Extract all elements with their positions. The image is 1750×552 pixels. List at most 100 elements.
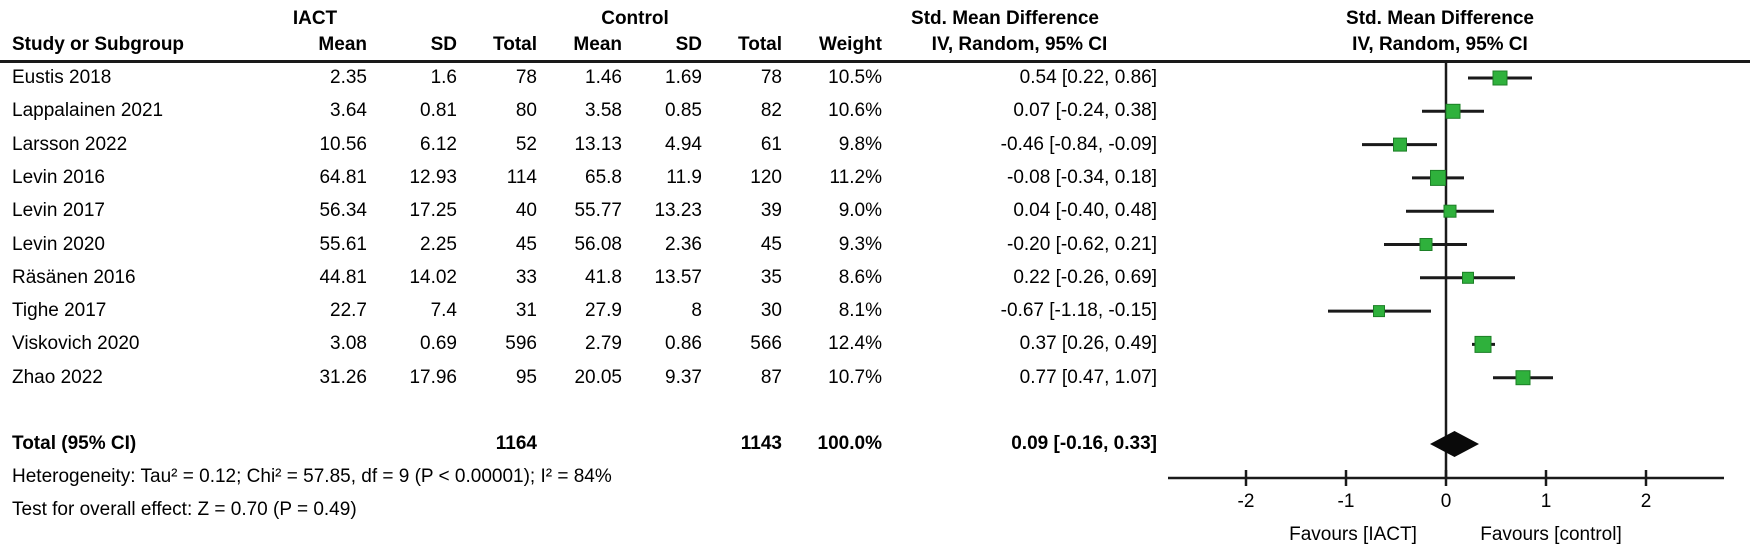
control-total: 35 (760, 266, 782, 288)
iact-total: 114 (506, 166, 537, 188)
smd-column-title: Std. Mean Difference (911, 8, 1099, 29)
iact-total: 80 (515, 100, 537, 122)
effect-square (1445, 103, 1461, 119)
control-sd: 8 (691, 300, 702, 322)
weight: 8.6% (838, 266, 882, 288)
iact-sd: 17.25 (409, 200, 457, 222)
iact-mean: 22.7 (330, 300, 367, 322)
weight: 12.4% (828, 333, 882, 355)
smd-ci-text: -0.67 [-1.18, -0.15] (1000, 300, 1157, 322)
total-diamond (1430, 431, 1479, 457)
study-name: Lappalainen 2021 (12, 100, 164, 122)
control-sd: 0.85 (665, 100, 702, 122)
control-mean: 41.8 (585, 266, 622, 288)
axis-tick-label: -2 (1238, 491, 1255, 512)
smd-ci-text: 0.37 [0.26, 0.49] (1019, 333, 1157, 355)
effect-square (1462, 271, 1474, 284)
weight: 11.2% (829, 166, 882, 188)
overall-effect-test: Test for overall effect: Z = 0.70 (P = 0… (12, 499, 357, 520)
plot-column-title: Std. Mean Difference (1346, 8, 1534, 29)
weight: 10.5% (828, 67, 882, 88)
iact-mean: 64.81 (319, 166, 367, 188)
iact-total: 52 (515, 133, 537, 155)
total-label: Total (95% CI) (12, 433, 137, 454)
smd-ci-text: 0.54 [0.22, 0.86] (1019, 67, 1157, 88)
study-row: Räsänen 2016 44.81 14.02 33 41.8 13.57 35 8.6% 0… (0, 267, 1157, 289)
control-sd: 11.9 (666, 166, 702, 188)
total-control-n: 1143 (740, 433, 782, 454)
weight: 10.6% (828, 100, 882, 122)
effect-square (1492, 70, 1508, 86)
header-rule (0, 60, 1750, 63)
iact-sd: 17.96 (409, 366, 457, 388)
favours-right-label: Favours [control] (1480, 524, 1622, 545)
smd-ci-text: -0.08 [-0.34, 0.18] (1007, 166, 1157, 188)
weight: 9.3% (838, 233, 882, 255)
smd-ci-text: 0.22 [-0.26, 0.69] (1013, 266, 1157, 288)
control-mean: 1.46 (585, 67, 622, 88)
iact-total: 78 (515, 67, 537, 88)
control-mean: 13.13 (574, 133, 622, 155)
control-sd: 4.94 (665, 133, 702, 155)
iact-mean: 3.64 (330, 100, 367, 122)
header-control-total: Total (738, 34, 782, 55)
weight: 10.7% (828, 366, 882, 388)
axis-tick-label: 1 (1541, 491, 1552, 512)
study-row: Larsson 2022 10.56 6.12 52 13.13 4.94 61 9.8% -0… (0, 134, 1157, 156)
header-control-sd: SD (675, 34, 702, 55)
study-row: Levin 2016 64.81 12.93 114 65.8 11.9 120 11.2% -… (0, 167, 1157, 189)
total-weight: 100.0% (817, 433, 882, 454)
group-header-iact: IACT (292, 8, 338, 29)
iact-total: 45 (515, 233, 537, 255)
total-row: Total (95% CI) 1164 1143 100.0% 0.09 [-0… (0, 433, 1157, 455)
control-mean: 65.8 (585, 166, 622, 188)
header-iact-total: Total (493, 34, 537, 55)
column-header-row: Study or Subgroup Mean SD Total Mean SD … (0, 34, 1157, 56)
smd-ci-text: -0.46 [-0.84, -0.09] (1000, 133, 1157, 155)
favours-left-label: Favours [IACT] (1289, 524, 1417, 545)
effect-square (1393, 137, 1407, 152)
study-name: Tighe 2017 (12, 300, 107, 322)
axis-tick-label: -1 (1338, 491, 1355, 512)
axis-tick-label: 0 (1441, 491, 1452, 512)
iact-sd: 0.69 (420, 333, 457, 355)
study-row: Levin 2020 55.61 2.25 45 56.08 2.36 45 9.3% -0.2… (0, 234, 1157, 256)
control-mean: 20.05 (574, 366, 622, 388)
study-name: Viskovich 2020 (12, 333, 140, 355)
iact-sd: 2.25 (420, 233, 457, 255)
total-iact-n: 1164 (495, 433, 537, 454)
control-sd: 1.69 (665, 67, 702, 88)
axis-tick-label: 2 (1641, 491, 1652, 512)
plot-header-method: IV, Random, 95% CI (1352, 34, 1528, 55)
effect-square (1430, 169, 1446, 186)
iact-total: 33 (515, 266, 537, 288)
effect-square (1515, 370, 1531, 386)
effect-square (1474, 335, 1492, 353)
control-total: 120 (750, 166, 782, 188)
iact-mean: 31.26 (319, 366, 367, 388)
weight: 8.1% (838, 300, 882, 322)
header-control-mean: Mean (573, 34, 622, 55)
study-row: Levin 2017 56.34 17.25 40 55.77 13.23 39 9.0% 0.… (0, 200, 1157, 222)
study-name: Levin 2016 (12, 166, 105, 188)
study-row: Zhao 2022 31.26 17.96 95 20.05 9.37 87 10.7% 0.7… (0, 367, 1157, 389)
study-name: Larsson 2022 (12, 133, 128, 155)
iact-mean: 10.56 (319, 133, 367, 155)
iact-total: 596 (505, 333, 537, 355)
effect-square (1373, 305, 1385, 318)
study-row: Lappalainen 2021 3.64 0.81 80 3.58 0.85 82 10.6… (0, 100, 1157, 122)
control-total: 45 (760, 233, 782, 255)
header-weight: Weight (819, 34, 882, 55)
control-sd: 13.23 (654, 200, 702, 222)
smd-ci-text: 0.07 [-0.24, 0.38] (1013, 100, 1157, 122)
heterogeneity-stats: Heterogeneity: Tau² = 0.12; Chi² = 57.85… (12, 466, 612, 487)
study-name: Levin 2020 (12, 233, 105, 255)
control-total: 566 (750, 333, 782, 355)
forest-plot-canvas: -2 -1 0 1 2 Favours [IACT] Favours [control] (1168, 62, 1724, 545)
iact-mean: 44.81 (319, 266, 367, 288)
iact-sd: 7.4 (430, 300, 457, 322)
iact-total: 31 (515, 300, 537, 322)
control-mean: 3.58 (585, 100, 622, 122)
control-total: 82 (760, 100, 782, 122)
control-total: 30 (760, 300, 782, 322)
